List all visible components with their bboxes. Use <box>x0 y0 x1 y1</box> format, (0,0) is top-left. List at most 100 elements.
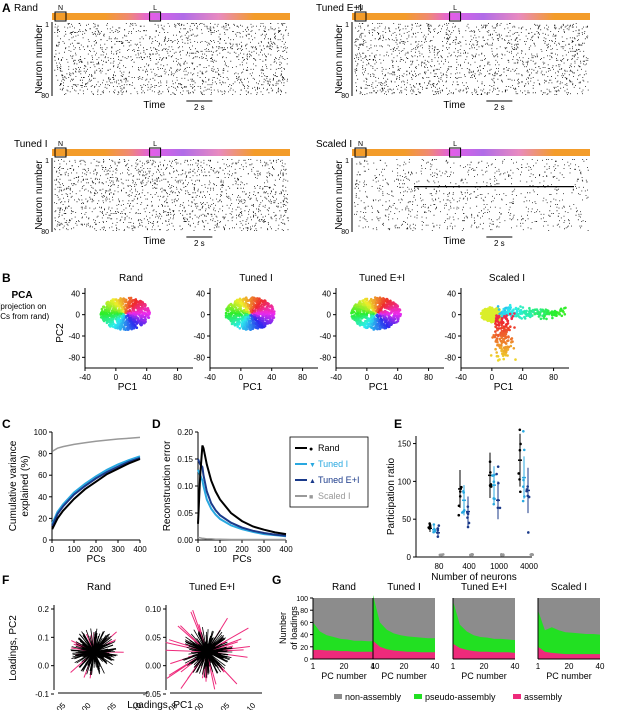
pca-point <box>372 322 376 326</box>
f-ytick-label: 0.10 <box>145 605 161 614</box>
pca-point <box>502 321 505 324</box>
pca-point <box>258 324 262 328</box>
pca-point <box>238 297 242 301</box>
pca-point <box>102 305 105 309</box>
pca-ytick-label: -40 <box>68 332 80 341</box>
point-tuned_i <box>522 429 525 433</box>
pca-point <box>104 318 108 321</box>
pca-point <box>141 318 144 322</box>
pca-point <box>513 314 517 318</box>
pca-xtick-label: 80 <box>424 373 433 382</box>
pca-point <box>235 314 239 317</box>
pca-point <box>124 310 128 314</box>
pca-ylabel: PC2 <box>55 323 66 343</box>
pca-point <box>509 338 513 341</box>
pca-point <box>397 315 401 318</box>
pca-point <box>129 314 132 318</box>
pca-point <box>129 316 132 320</box>
pca-point <box>364 319 367 323</box>
f-ytick-label: 0.00 <box>145 662 161 671</box>
series-line-tuned_i <box>51 455 141 525</box>
raster-ylabel: Neuron number <box>334 160 345 230</box>
pca-point <box>496 343 499 347</box>
pca-point <box>510 317 513 321</box>
pca-point <box>102 318 105 322</box>
pca-point <box>269 312 272 315</box>
marker-n-box <box>354 11 367 22</box>
pca-ytick-label: 0 <box>327 311 332 320</box>
pca-point <box>374 306 377 310</box>
pca-point <box>562 310 565 314</box>
xtick-label: 300 <box>257 545 271 554</box>
f-xtick-label: -0.05 <box>160 701 180 710</box>
g-ylabel-1: Number <box>278 612 288 644</box>
pca-point <box>256 300 260 303</box>
ytick-label: 100 <box>34 428 48 437</box>
pca-point <box>394 308 398 312</box>
pca-point <box>563 306 566 310</box>
pca-xtick-label: 40 <box>518 373 527 382</box>
g-xtick-label: 1 <box>451 662 456 671</box>
pca-xtick-label: -40 <box>79 373 91 382</box>
pca-point <box>523 315 526 319</box>
pca-point <box>500 349 504 353</box>
pca-point <box>145 313 149 317</box>
pca-point <box>509 325 512 329</box>
marker-l-label: L <box>153 5 157 12</box>
marker-l-box <box>149 11 162 22</box>
pca-xtick-label: 0 <box>490 373 495 382</box>
f-xtick-label: 0.05 <box>101 701 119 710</box>
pca-point <box>128 309 132 312</box>
pca-point <box>560 314 564 318</box>
pca-point <box>381 310 385 314</box>
raster-ylabel: Neuron number <box>34 160 45 230</box>
pca-point <box>350 312 353 315</box>
pca-point <box>542 316 546 320</box>
pca-point <box>238 303 241 307</box>
pca-point <box>354 318 358 321</box>
spike-raster <box>54 23 289 95</box>
pca-point <box>122 318 126 321</box>
pca-point <box>126 322 129 326</box>
pca-point <box>113 308 117 312</box>
loading-vectors-other <box>70 628 118 676</box>
pca-point <box>235 308 239 312</box>
pca-point <box>550 312 554 316</box>
pca-point <box>492 314 495 317</box>
pca-point <box>375 301 378 305</box>
pca-point <box>385 297 389 301</box>
pca-point <box>501 310 504 313</box>
pca-point <box>131 299 134 303</box>
panel-letter-c: C <box>2 417 11 431</box>
pca-point <box>504 334 507 338</box>
pca-point <box>529 314 532 318</box>
pca-point <box>518 310 522 313</box>
ytick-label: 40 <box>38 493 47 502</box>
pca-point <box>498 337 502 341</box>
pca-point <box>500 327 503 330</box>
raster-ytick-top: 1 <box>45 158 49 165</box>
pca-point <box>128 304 131 308</box>
pca-point <box>389 299 392 303</box>
pca-point <box>266 302 269 306</box>
pca-point <box>506 354 509 357</box>
pca-point <box>360 305 363 309</box>
pca-point <box>361 299 364 303</box>
pca-point <box>358 308 362 312</box>
point-tuned_i <box>432 523 436 526</box>
point-rand <box>518 428 522 432</box>
legend-label: Scaled I <box>318 491 351 501</box>
pca-ytick-label: -80 <box>319 353 331 362</box>
pca-point <box>352 314 356 318</box>
pca-point <box>126 318 129 321</box>
stimulus-bar <box>52 13 290 20</box>
ytick-label: 0 <box>407 553 412 562</box>
pca-point <box>127 328 130 331</box>
pca-point <box>500 317 504 320</box>
g-title: Scaled I <box>551 582 587 593</box>
panel-letter-b: B <box>2 271 11 285</box>
stimulus-bar <box>352 13 590 20</box>
pca-point <box>496 320 500 324</box>
marker-l-label: L <box>453 141 457 148</box>
series-line-tuned_i <box>197 469 287 538</box>
